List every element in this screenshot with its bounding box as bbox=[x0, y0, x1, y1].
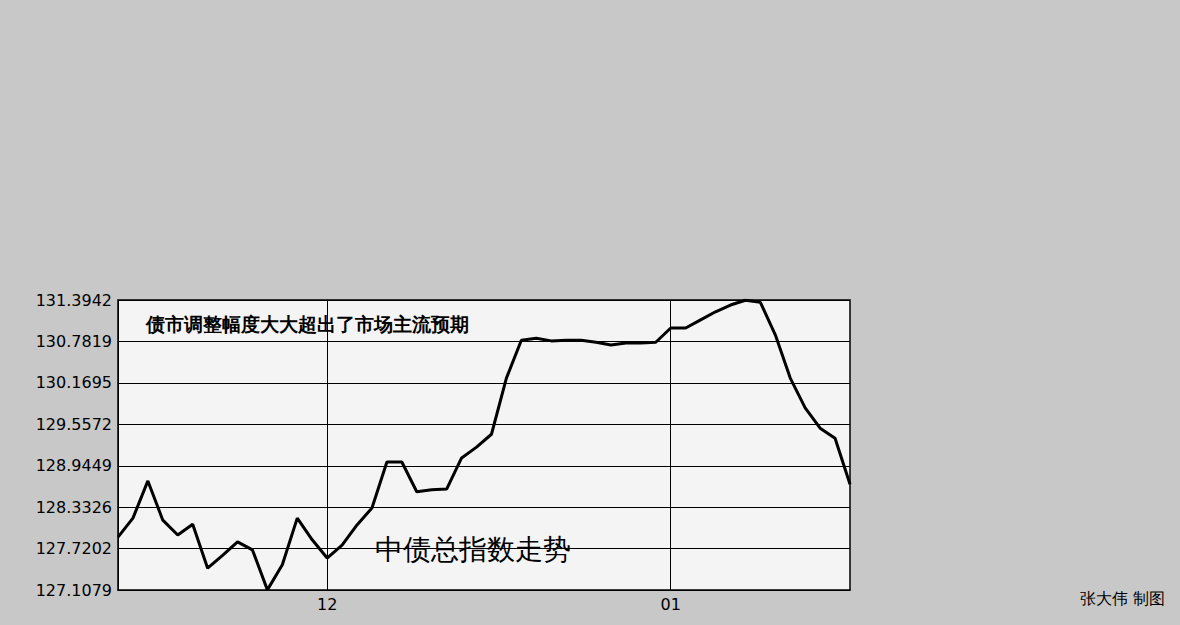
svg-text:130.1695: 130.1695 bbox=[36, 373, 112, 392]
svg-text:债市调整幅度大大超出了市场主流预期: 债市调整幅度大大超出了市场主流预期 bbox=[145, 313, 469, 335]
svg-text:129.5572: 129.5572 bbox=[36, 415, 112, 434]
svg-text:128.9449: 128.9449 bbox=[36, 456, 112, 475]
svg-text:130.7819: 130.7819 bbox=[36, 332, 112, 351]
svg-text:127.1079: 127.1079 bbox=[36, 581, 112, 600]
svg-text:12: 12 bbox=[317, 595, 337, 614]
svg-text:131.3942: 131.3942 bbox=[36, 291, 112, 310]
svg-text:128.3326: 128.3326 bbox=[36, 498, 112, 517]
svg-text:张大伟 制图: 张大伟 制图 bbox=[1080, 589, 1165, 608]
svg-text:127.7202: 127.7202 bbox=[36, 539, 112, 558]
svg-text:01: 01 bbox=[661, 595, 681, 614]
svg-text:中债总指数走势: 中债总指数走势 bbox=[375, 533, 571, 566]
